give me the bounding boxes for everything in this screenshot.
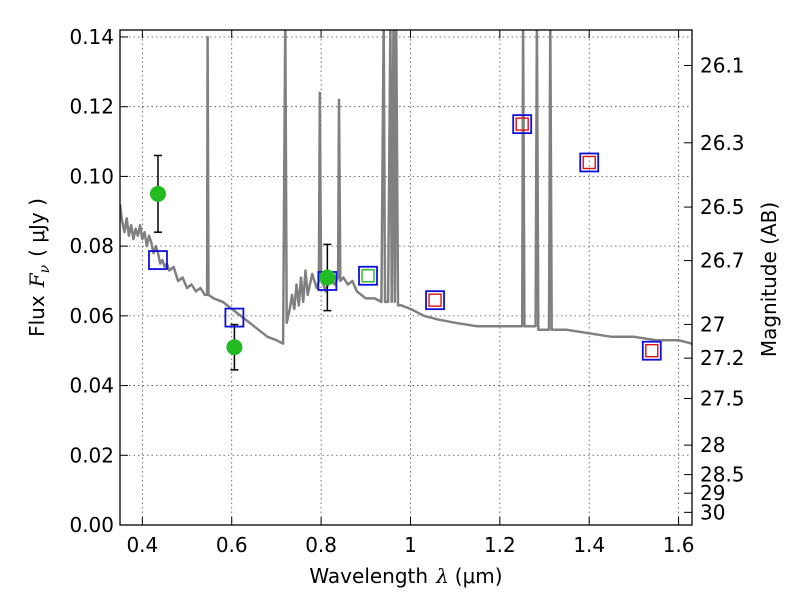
y-tick-label: 0.04 [69, 374, 114, 398]
x-axis-label: Wavelength λ (μm) [309, 564, 502, 588]
inner-box-marker [645, 344, 659, 358]
model-box-marker [641, 340, 662, 361]
x-tick-label: 0.6 [216, 533, 248, 557]
y-tick-label: 0.12 [69, 95, 114, 119]
x-tick-label: 0.8 [305, 533, 337, 557]
x-tick-label: 1.6 [663, 533, 695, 557]
observed-point [226, 339, 243, 356]
tick-marks [120, 30, 692, 526]
y-tick-label: 0.00 [69, 513, 114, 537]
y2-tick-label: 27.2 [700, 346, 745, 370]
x-tick-label: 0.4 [126, 533, 158, 557]
observed-point [149, 185, 166, 202]
tick-labels: 0.4 0.6 0.8 1 1.2 1.4 1.6 0.00 0.02 0.04 0.06 0.08 0… [69, 25, 744, 557]
inner-box-marker [428, 293, 442, 307]
grid-lines [120, 30, 692, 526]
y-tick-label: 0.02 [69, 443, 114, 467]
markers [148, 114, 662, 361]
model-box-marker [425, 290, 445, 311]
y2-axis-label: Magnitude (AB) [757, 202, 781, 357]
y2-tick-label: 27 [700, 312, 725, 336]
y2-tick-label: 26.1 [700, 53, 745, 77]
y2-tick-label: 27.5 [700, 386, 745, 410]
plot-frame [119, 29, 693, 526]
y-tick-label: 0.10 [69, 164, 114, 188]
model-box-marker [148, 250, 168, 270]
inner-box-marker [582, 155, 596, 170]
x-tick-label: 1.2 [484, 533, 516, 557]
inner-box-marker [515, 117, 529, 131]
observed-point [319, 269, 336, 286]
error-bars [153, 154, 332, 371]
model-box-marker [579, 152, 600, 173]
y2-tick-label: 26.7 [700, 249, 745, 273]
x-tick-label: 1 [404, 533, 417, 557]
y-tick-label: 0.06 [69, 304, 114, 328]
y2-tick-label: 28.5 [700, 463, 745, 487]
y-axis-label: FluxFν( μJy ) [25, 198, 53, 337]
spectrum-series [120, 30, 692, 345]
y2-tick-label: 26.5 [700, 195, 745, 219]
x-tick-label: 1.4 [573, 533, 605, 557]
model-box-marker [358, 265, 378, 286]
model-box-marker [224, 307, 245, 328]
y2-tick-label: 28 [700, 433, 725, 457]
inner-box-marker [361, 269, 375, 283]
y2-tick-label: 30 [700, 500, 725, 524]
y-tick-label: 0.14 [69, 25, 114, 49]
y2-tick-label: 29 [700, 481, 725, 505]
model-box-marker [512, 114, 533, 135]
y-tick-label: 0.08 [69, 234, 114, 258]
y2-tick-label: 26.3 [700, 131, 745, 155]
spectrum-line [120, 30, 692, 345]
